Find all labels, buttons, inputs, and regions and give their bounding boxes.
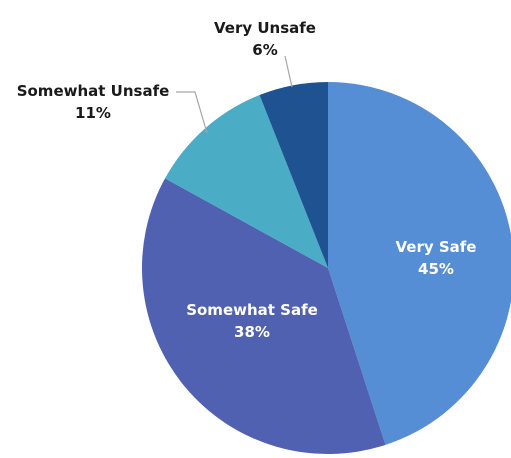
slice-labels: Very Safe 45% Somewhat Safe 38% Somewhat Uns… <box>17 19 477 341</box>
leader-line-very-unsafe <box>284 55 293 88</box>
pie-slice-somewhat-unsafe <box>165 95 328 268</box>
pie-slice-somewhat-safe <box>141 178 386 455</box>
slice-value-somewhat-safe: 38% <box>234 323 270 341</box>
slice-value-very-unsafe: 6% <box>252 41 277 59</box>
slice-label-somewhat-safe: Somewhat Safe <box>186 301 318 319</box>
slice-label-very-unsafe: Very Unsafe <box>214 19 316 37</box>
leader-lines <box>176 55 293 134</box>
leader-line-somewhat-unsafe <box>176 91 208 134</box>
slice-value-very-safe: 45% <box>418 260 454 278</box>
slice-label-very-safe: Very Safe <box>396 238 477 256</box>
pie-slice-very-safe <box>328 82 511 445</box>
slice-value-somewhat-unsafe: 11% <box>75 104 111 122</box>
pie-slice-very-unsafe <box>259 82 328 268</box>
slice-label-somewhat-unsafe: Somewhat Unsafe <box>17 82 170 100</box>
pie-slices <box>141 82 511 455</box>
